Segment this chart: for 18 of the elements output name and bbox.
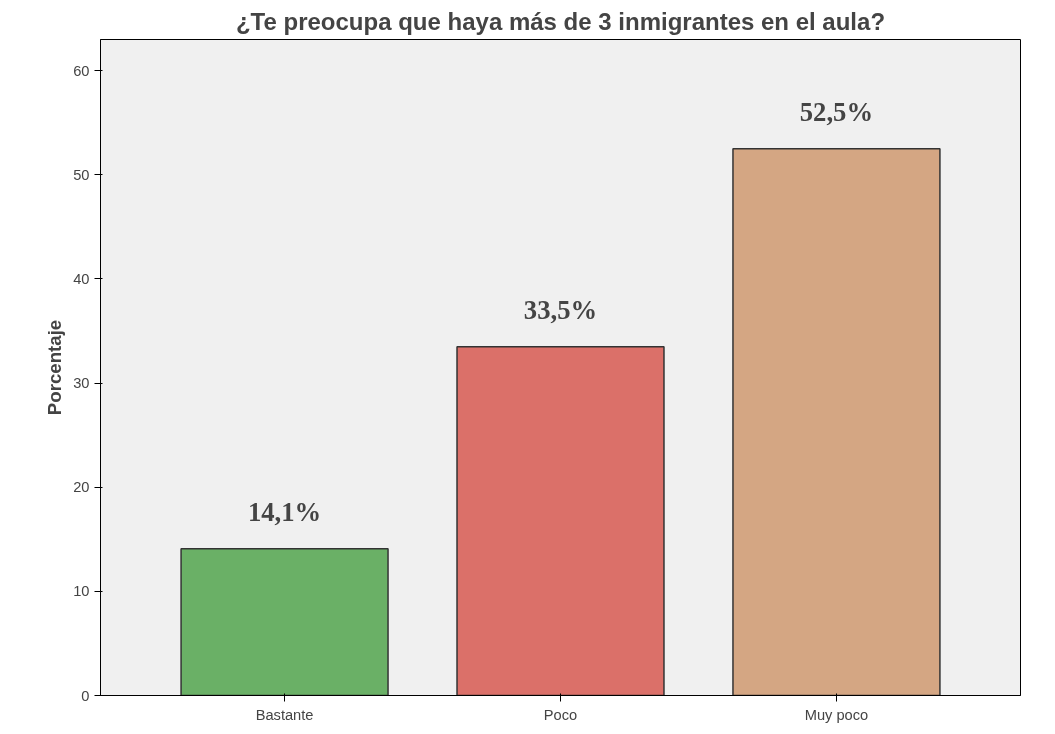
- data-label: 52,5%: [799, 96, 874, 127]
- y-axis-title: Porcentaje: [44, 319, 66, 416]
- x-tick-label: Bastante: [255, 706, 314, 723]
- data-label: 14,1%: [247, 496, 322, 527]
- y-tick-label: 50: [73, 166, 90, 183]
- chart-title: ¿Te preocupa que haya más de 3 inmigrantes en el aula?: [235, 7, 886, 35]
- bar: [456, 345, 665, 696]
- bar: [732, 148, 941, 696]
- y-tick-label: 20: [73, 479, 90, 496]
- y-tick-label: 60: [73, 62, 90, 79]
- x-tick-label: Muy poco: [804, 706, 869, 723]
- y-tick-label: 0: [81, 687, 90, 704]
- y-tick-label: 40: [73, 270, 90, 287]
- y-tick-label: 10: [73, 583, 90, 600]
- data-label: 33,5%: [523, 294, 598, 325]
- y-tick-label: 30: [73, 375, 90, 392]
- x-tick-label: Poco: [543, 706, 578, 723]
- bar: [180, 547, 389, 696]
